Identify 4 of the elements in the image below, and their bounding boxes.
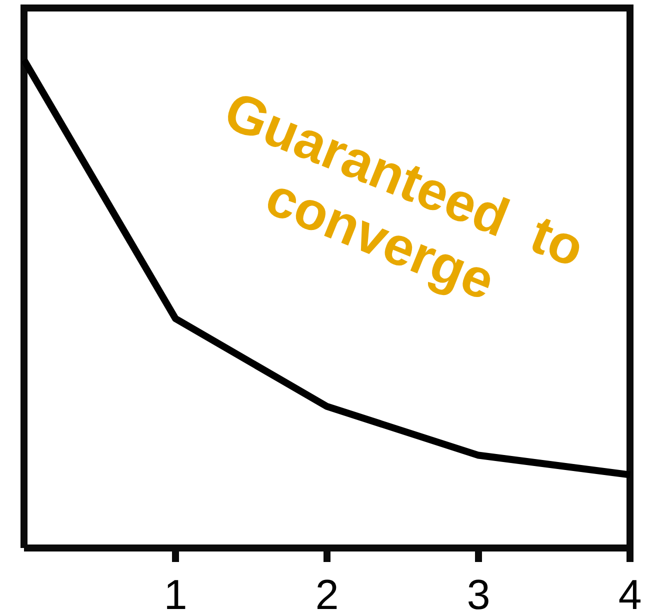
x-tick-label: 4 — [618, 571, 642, 615]
x-tick-label: 2 — [315, 571, 339, 615]
x-tick-label: 3 — [466, 571, 490, 615]
x-tick-label: 1 — [164, 571, 188, 615]
